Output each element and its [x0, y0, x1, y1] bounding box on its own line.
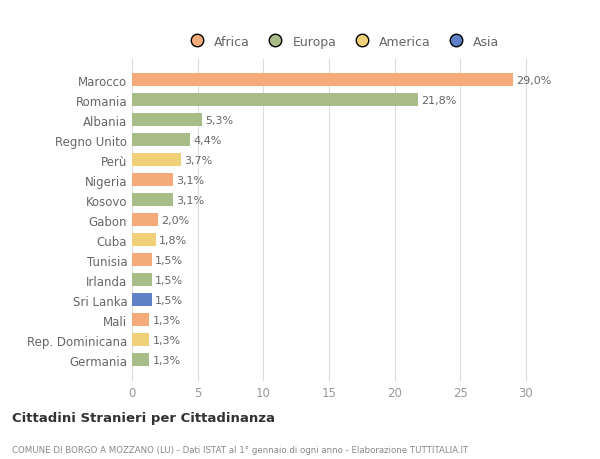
Bar	[132, 114, 202, 127]
Text: COMUNE DI BORGO A MOZZANO (LU) - Dati ISTAT al 1° gennaio di ogni anno - Elabora: COMUNE DI BORGO A MOZZANO (LU) - Dati IS…	[12, 445, 468, 454]
Bar	[132, 274, 152, 286]
Text: 3,1%: 3,1%	[176, 175, 204, 185]
Text: 1,8%: 1,8%	[159, 235, 187, 245]
Text: 4,4%: 4,4%	[193, 135, 221, 146]
Text: 3,7%: 3,7%	[184, 156, 212, 166]
Text: 3,1%: 3,1%	[176, 196, 204, 205]
Text: Cittadini Stranieri per Cittadinanza: Cittadini Stranieri per Cittadinanza	[12, 412, 275, 425]
Bar	[132, 313, 149, 326]
Bar	[132, 134, 190, 147]
Bar	[132, 194, 173, 207]
Text: 21,8%: 21,8%	[421, 96, 457, 106]
Bar	[132, 214, 158, 227]
Bar	[132, 174, 173, 187]
Text: 1,5%: 1,5%	[155, 295, 183, 305]
Bar	[132, 334, 149, 347]
Text: 29,0%: 29,0%	[516, 76, 551, 86]
Bar	[132, 294, 152, 307]
Bar	[132, 74, 512, 87]
Text: 1,3%: 1,3%	[152, 355, 181, 365]
Bar	[132, 94, 418, 107]
Bar	[132, 254, 152, 267]
Text: 1,3%: 1,3%	[152, 335, 181, 345]
Legend: Africa, Europa, America, Asia: Africa, Europa, America, Asia	[179, 31, 505, 54]
Text: 1,5%: 1,5%	[155, 255, 183, 265]
Text: 5,3%: 5,3%	[205, 116, 233, 126]
Bar	[132, 353, 149, 366]
Text: 1,5%: 1,5%	[155, 275, 183, 285]
Text: 2,0%: 2,0%	[161, 215, 190, 225]
Bar	[132, 234, 155, 247]
Text: 1,3%: 1,3%	[152, 315, 181, 325]
Bar	[132, 154, 181, 167]
